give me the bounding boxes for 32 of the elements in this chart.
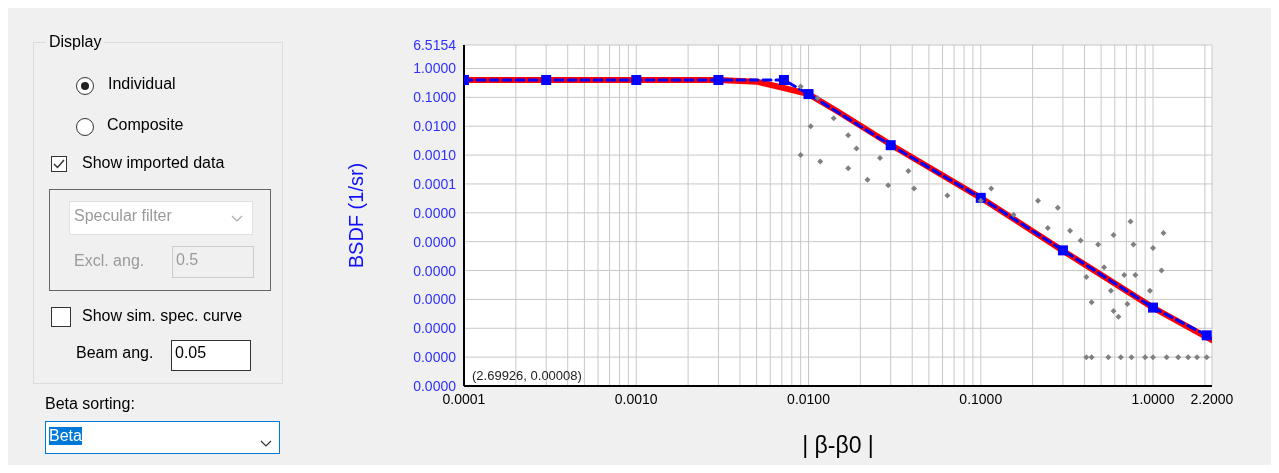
- y-axis-title: BSDF (1/sr): [345, 162, 368, 269]
- y-tick-label: 6.5154: [413, 36, 457, 53]
- x-tick-label: 0.0010: [614, 390, 658, 407]
- y-tick-label: 0.0000: [413, 204, 457, 221]
- y-tick-label: 0.1000: [413, 89, 457, 106]
- text: Beam ang.: [76, 344, 154, 362]
- x-tick-label: 0.0100: [787, 390, 831, 407]
- text: Individual: [108, 75, 176, 93]
- text: Specular filter: [74, 207, 172, 225]
- text: Beta: [49, 427, 82, 445]
- y-tick-label: 0.0000: [413, 262, 457, 279]
- text: 0.05: [175, 344, 207, 362]
- y-tick-label: 0.0000: [413, 291, 457, 308]
- x-tick-label: 2.2000: [1190, 390, 1234, 407]
- x-axis-title: | β-β0 |: [802, 432, 874, 458]
- text: Beta sorting:: [45, 395, 135, 413]
- text: Display: [46, 33, 105, 51]
- y-tick-label: 0.0001: [413, 175, 457, 192]
- text: Show imported data: [82, 154, 225, 172]
- text: Excl. ang.: [74, 252, 145, 270]
- y-tick-label: 1.0000: [413, 60, 457, 77]
- y-tick-label: 0.0010: [413, 147, 457, 164]
- x-tick-label: 0.1000: [959, 390, 1003, 407]
- annotation: (2.69926, 0.00008): [472, 368, 582, 383]
- y-tick-label: 0.0000: [413, 233, 457, 250]
- text: 0.5: [176, 251, 199, 269]
- y-tick-label: 0.0000: [413, 349, 457, 366]
- y-tick-label: 0.0100: [413, 118, 457, 135]
- y-tick-label: 0.0000: [413, 320, 457, 337]
- text: Show sim. spec. curve: [82, 307, 243, 325]
- text: Composite: [107, 116, 184, 134]
- x-tick-label: 1.0000: [1131, 390, 1175, 407]
